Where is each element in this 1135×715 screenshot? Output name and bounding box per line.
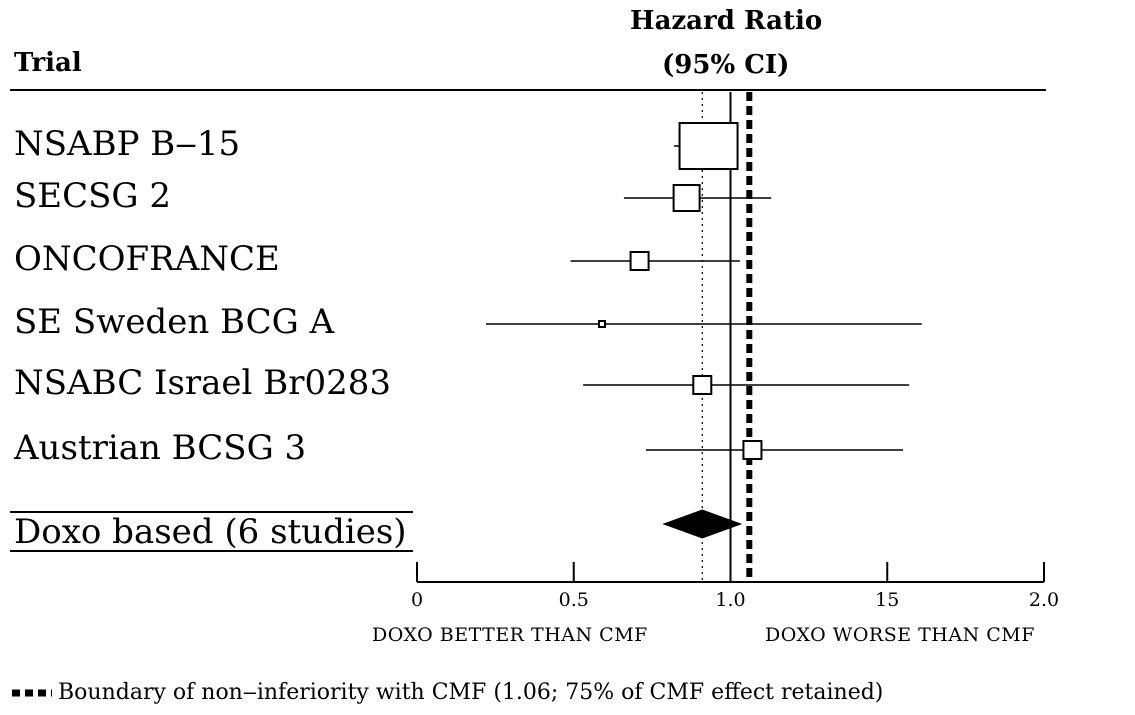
- boundary-legend: Boundary of non‒inferiority with CMF (1.…: [12, 680, 883, 705]
- reference-lines: [701, 92, 753, 582]
- pooled-diamond: [662, 509, 743, 539]
- point-estimate-box: [678, 122, 739, 170]
- trial-label: SECSG 2: [14, 176, 172, 216]
- trial-label: NSABP B‒15: [14, 124, 241, 164]
- x-axis: [416, 562, 1045, 583]
- ci-header: (95% CI): [662, 50, 790, 80]
- point-estimate-box: [629, 251, 650, 271]
- point-estimate-box: [742, 440, 763, 460]
- hazard-ratio-header: Hazard Ratio: [630, 6, 823, 36]
- direction-left-label: DOXO BETTER THAN CMF: [372, 624, 648, 646]
- direction-right-label: DOXO WORSE THAN CMF: [765, 624, 1035, 646]
- trial-label: ONCOFRANCE: [14, 239, 280, 279]
- trial-marks: [485, 122, 922, 539]
- x-tick-label: 0.5: [558, 589, 589, 611]
- x-tick-label: 15: [875, 589, 900, 611]
- x-tick-label: 0: [410, 589, 424, 611]
- x-tick-label: 1.0: [715, 589, 746, 611]
- dashed-line-legend-icon: [12, 689, 52, 697]
- trial-label: NSABC Israel Br0283: [14, 363, 392, 403]
- pooled-label: Doxo based (6 studies): [14, 512, 407, 552]
- boundary-legend-text: Boundary of non‒inferiority with CMF (1.…: [58, 680, 884, 705]
- point-estimate-box: [597, 320, 606, 328]
- trial-label: SE Sweden BCG A: [14, 302, 335, 342]
- point-estimate-box: [672, 184, 701, 212]
- point-estimate-box: [692, 375, 713, 395]
- trial-column-header: Trial: [14, 48, 82, 78]
- x-tick-label: 2.0: [1028, 589, 1060, 611]
- trial-label: Austrian BCSG 3: [14, 428, 307, 468]
